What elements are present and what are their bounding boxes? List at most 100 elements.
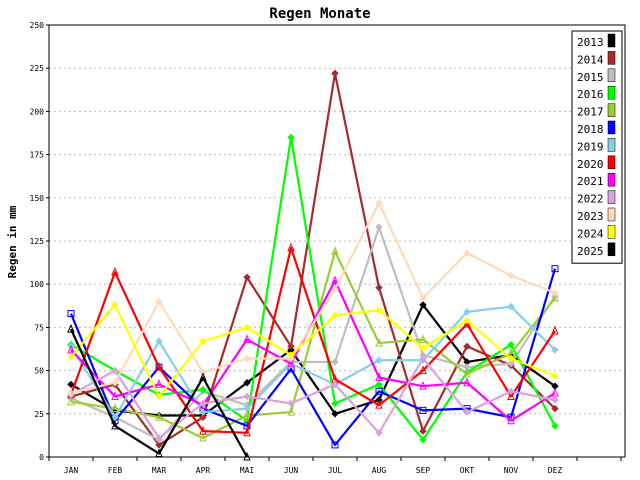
x-tick-label: JUL: [328, 466, 343, 475]
data-point-marker: [199, 408, 207, 416]
legend-swatch: [607, 33, 616, 48]
y-tick-label: 0: [39, 453, 44, 462]
data-point-marker: [419, 334, 427, 343]
data-point-marker: [199, 372, 207, 382]
data-point-marker: [419, 380, 427, 390]
legend-label: 2020: [577, 158, 604, 171]
data-point-marker: [243, 273, 251, 281]
data-point-marker: [243, 378, 251, 387]
legend-label: 2018: [577, 123, 604, 136]
data-point-marker: [375, 372, 383, 382]
series-line: [69, 328, 248, 458]
data-point-marker: [287, 406, 295, 416]
data-point-marker: [155, 379, 163, 388]
legend: 2013 2014 2015 2016 2017 2018 2019 2020 2021 2022…: [571, 30, 623, 264]
data-point-marker: [419, 344, 427, 352]
legend-swatch: [607, 207, 616, 222]
data-point-marker: [331, 441, 339, 449]
data-point-marker: [375, 283, 383, 292]
data-point-marker: [463, 316, 471, 325]
data-point-marker: [507, 271, 515, 280]
legend-swatch: [607, 85, 616, 100]
legend-swatch: [607, 190, 616, 204]
legend-swatch: [607, 155, 616, 170]
x-tick-label: MAI: [240, 466, 255, 475]
legend-label: 2017: [577, 106, 604, 119]
data-point-marker: [551, 387, 559, 397]
y-axis-label: Regen in mm: [6, 205, 19, 278]
data-point-marker: [507, 359, 515, 368]
data-point-marker: [67, 380, 75, 389]
legend-label: 2016: [577, 88, 604, 101]
data-point-marker: [155, 392, 163, 401]
legend-label: 2019: [577, 140, 604, 153]
legend-swatch: [607, 172, 616, 187]
data-point-marker: [199, 337, 207, 345]
data-point-marker: [463, 249, 471, 257]
data-point-marker: [111, 378, 119, 387]
data-point-marker: [331, 380, 339, 389]
data-point-marker: [243, 392, 251, 401]
data-point-marker: [507, 340, 515, 349]
data-point-marker: [243, 354, 251, 363]
series-line: [70, 303, 556, 417]
data-point-marker: [243, 427, 251, 437]
data-point-marker: [375, 223, 383, 231]
x-axis-ticks: JAN FEB MAR APR MAI JUN JUL AUG SEP OKT NOV DEZ: [48, 457, 622, 475]
data-point-marker: [375, 199, 383, 207]
legend-label: 2013: [577, 36, 604, 49]
data-point-marker: [463, 342, 471, 351]
data-point-marker: [551, 346, 559, 354]
data-point-marker: [463, 377, 471, 387]
data-point-marker: [155, 297, 163, 306]
x-tick-label: FEB: [108, 466, 123, 475]
data-point-marker: [199, 432, 207, 442]
data-point-marker: [155, 441, 163, 449]
data-point-marker: [551, 325, 559, 335]
data-point-marker: [67, 344, 75, 354]
data-point-marker: [507, 354, 515, 363]
data-point-marker: [463, 408, 471, 416]
data-point-marker: [331, 399, 339, 408]
legend-label: 2022: [577, 193, 604, 206]
data-point-marker: [199, 413, 207, 421]
x-tick-label: DEZ: [548, 466, 563, 475]
y-tick-label: 100: [30, 280, 45, 289]
y-tick-label: 150: [30, 194, 45, 203]
data-point-marker: [155, 337, 163, 345]
data-point-marker: [507, 415, 515, 425]
data-point-marker: [463, 368, 471, 378]
data-point-marker: [551, 404, 559, 413]
data-point-marker: [111, 301, 119, 309]
data-point-marker: [375, 387, 383, 395]
data-point-marker: [331, 246, 339, 255]
data-point-marker: [331, 69, 339, 78]
data-point-marker: [375, 380, 383, 389]
legend-swatch: [607, 242, 616, 257]
data-point-marker: [111, 266, 119, 276]
x-tick-label: APR: [196, 466, 211, 475]
series-line: [70, 357, 556, 440]
data-point-marker: [419, 436, 427, 444]
y-tick-label: 225: [30, 64, 45, 73]
data-point-marker: [155, 411, 163, 421]
data-point-marker: [419, 406, 427, 414]
data-point-marker: [551, 396, 559, 404]
data-point-marker: [331, 275, 339, 285]
data-point-marker: [375, 337, 383, 347]
x-tick-label: OKT: [460, 466, 475, 475]
series-line: [69, 268, 557, 447]
data-point-marker: [287, 399, 295, 408]
legend-label: 2021: [577, 175, 604, 188]
legend-swatch: [607, 225, 616, 239]
data-point-marker: [551, 292, 559, 302]
data-point-marker: [419, 301, 427, 309]
chart-title: Regen Monate: [269, 6, 370, 22]
data-point-marker: [67, 310, 75, 318]
data-point-marker: [111, 391, 119, 401]
data-point-marker: [375, 429, 383, 437]
series-2020: [67, 242, 559, 437]
data-point-marker: [67, 353, 75, 361]
series-line: [70, 303, 556, 398]
